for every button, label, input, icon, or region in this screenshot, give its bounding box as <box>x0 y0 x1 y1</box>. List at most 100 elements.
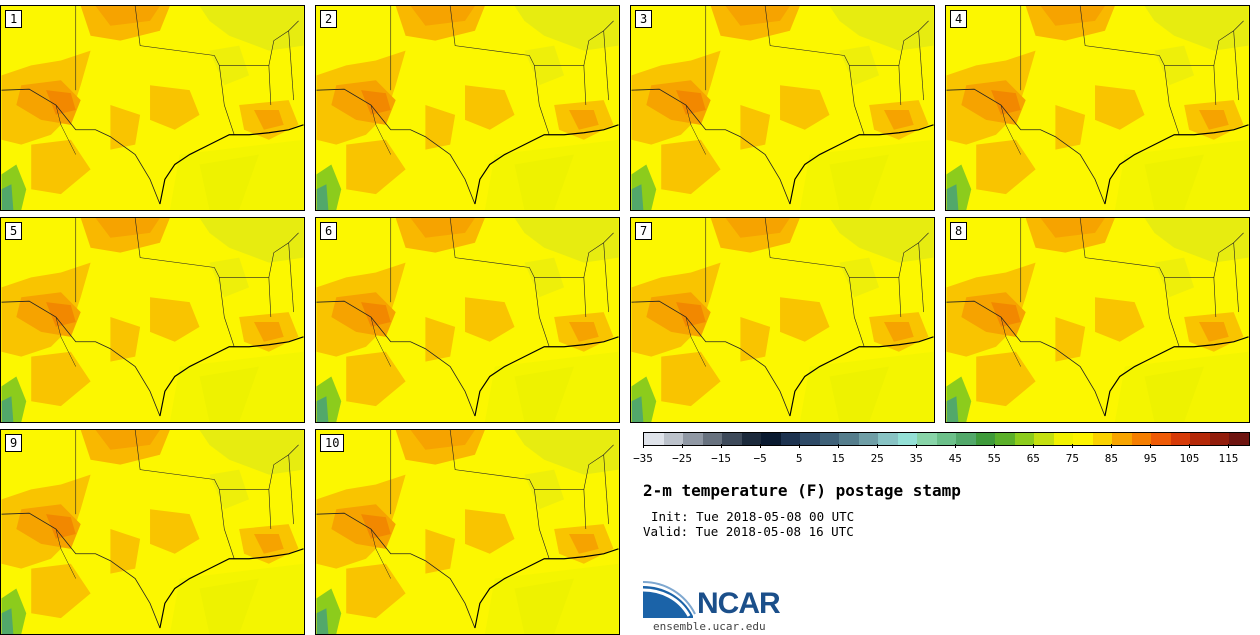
panel-number: 5 <box>5 222 23 240</box>
colorbar-tick-label: 45 <box>948 452 962 465</box>
colorbar-tick-label: −15 <box>711 452 731 465</box>
colorbar-tick-mark <box>1189 444 1191 448</box>
forecast-panel: 5 <box>0 217 305 423</box>
colorbar-tick-label: 105 <box>1179 452 1200 465</box>
panel-number: 9 <box>5 434 23 452</box>
colorbar-tick-mark <box>643 444 644 448</box>
colorbar-segment <box>1151 433 1171 445</box>
colorbar-segment <box>1014 433 1035 445</box>
colorbar-segment <box>1170 433 1191 445</box>
map-image <box>316 6 619 210</box>
map-image <box>946 6 1249 210</box>
colorbar-segment <box>839 433 859 445</box>
colorbar-segment <box>722 433 742 445</box>
colorbar-tick-mark <box>799 444 801 448</box>
map-image <box>631 218 934 422</box>
colorbar-segment <box>956 433 976 445</box>
colorbar-segment <box>644 433 664 445</box>
colorbar-tick-label: 35 <box>909 452 923 465</box>
colorbar-tick-mark <box>721 444 723 448</box>
colorbar-segment <box>1131 433 1152 445</box>
forecast-panel: 7 <box>630 217 935 423</box>
colorbar-tick-label: 25 <box>870 452 884 465</box>
colorbar-tick-mark <box>994 444 996 448</box>
colorbar-tick-mark <box>916 444 918 448</box>
colorbar-segment <box>702 433 723 445</box>
forecast-panel: 9 <box>0 429 305 635</box>
forecast-panel: 8 <box>945 217 1250 423</box>
colorbar-segment <box>1209 433 1230 445</box>
forecast-panel: 10 <box>315 429 620 635</box>
map-image <box>946 218 1249 422</box>
colorbar-segment <box>858 433 879 445</box>
chart-title: 2-m temperature (F) postage stamp <box>643 481 961 500</box>
colorbar-tick-mark <box>1228 444 1230 448</box>
panel-number: 8 <box>950 222 968 240</box>
forecast-panel: 3 <box>630 5 935 211</box>
forecast-panel: 6 <box>315 217 620 423</box>
colorbar-segment <box>1092 433 1113 445</box>
panel-number: 1 <box>5 10 23 28</box>
colorbar-tick-label: −5 <box>753 452 767 465</box>
colorbar-tick-label: 115 <box>1218 452 1239 465</box>
map-image <box>631 6 934 210</box>
colorbar-segment <box>761 433 781 445</box>
colorbar-segment <box>897 433 918 445</box>
valid-time: Valid: Tue 2018-05-08 16 UTC <box>643 524 854 539</box>
colorbar-segment <box>1112 433 1132 445</box>
panel-number: 10 <box>320 434 345 452</box>
colorbar-segment <box>819 433 840 445</box>
colorbar-tick-label: 55 <box>987 452 1001 465</box>
colorbar-segment <box>1034 433 1054 445</box>
colorbar-tick-mark <box>838 444 840 448</box>
colorbar-segment <box>683 433 703 445</box>
colorbar-segment <box>741 433 762 445</box>
colorbar-ticks: −35 −25 −15 −5 5 15 25 35 45 55 65 75 85 95 105 115 <box>633 444 1248 465</box>
colorbar-tick-label: 85 <box>1104 452 1118 465</box>
ncar-logo-text: NCAR <box>697 587 781 620</box>
map-image <box>316 218 619 422</box>
panel-number: 4 <box>950 10 968 28</box>
colorbar-tick-label: 5 <box>795 452 803 465</box>
map-image <box>1 430 304 634</box>
colorbar-tick-label: −25 <box>672 452 692 465</box>
colorbar-segment <box>995 433 1015 445</box>
colorbar-tick-mark <box>760 444 762 448</box>
colorbar-segment <box>780 433 801 445</box>
colorbar-segment <box>1053 433 1074 445</box>
colorbar-segment <box>663 433 684 445</box>
colorbar-segment <box>800 433 820 445</box>
colorbar-tick-label: 95 <box>1143 452 1158 465</box>
colorbar-tick-label: 15 <box>831 452 845 465</box>
colorbar-tick-label: 65 <box>1026 452 1040 465</box>
map-image <box>1 6 304 210</box>
colorbar-tick-mark <box>877 444 879 448</box>
colorbar-tick-label: 75 <box>1065 452 1079 465</box>
map-image <box>1 218 304 422</box>
colorbar-segment <box>936 433 957 445</box>
map-image <box>316 430 619 634</box>
init-time: Init: Tue 2018-05-08 00 UTC <box>651 509 855 524</box>
colorbar-tick-mark <box>1150 444 1152 448</box>
colorbar-tick-label: −35 <box>633 452 653 465</box>
colorbar <box>643 432 1250 446</box>
colorbar-segment <box>1229 433 1249 445</box>
colorbar-tick-mark <box>1072 444 1074 448</box>
colorbar-segment <box>1073 433 1093 445</box>
colorbar-tick-mark <box>955 444 957 448</box>
colorbar-segment <box>1190 433 1210 445</box>
colorbar-segment <box>917 433 937 445</box>
forecast-panel: 4 <box>945 5 1250 211</box>
site-url: ensemble.ucar.edu <box>653 620 766 633</box>
colorbar-segment <box>975 433 996 445</box>
panel-number: 7 <box>635 222 653 240</box>
colorbar-segment <box>878 433 898 445</box>
colorbar-tick-mark <box>682 444 684 448</box>
panel-number: 6 <box>320 222 338 240</box>
panel-number: 2 <box>320 10 338 28</box>
colorbar-tick-mark <box>1111 444 1113 448</box>
ncar-logo <box>643 581 696 618</box>
forecast-panel: 1 <box>0 5 305 211</box>
panel-number: 3 <box>635 10 653 28</box>
colorbar-tick-mark <box>1033 444 1035 448</box>
